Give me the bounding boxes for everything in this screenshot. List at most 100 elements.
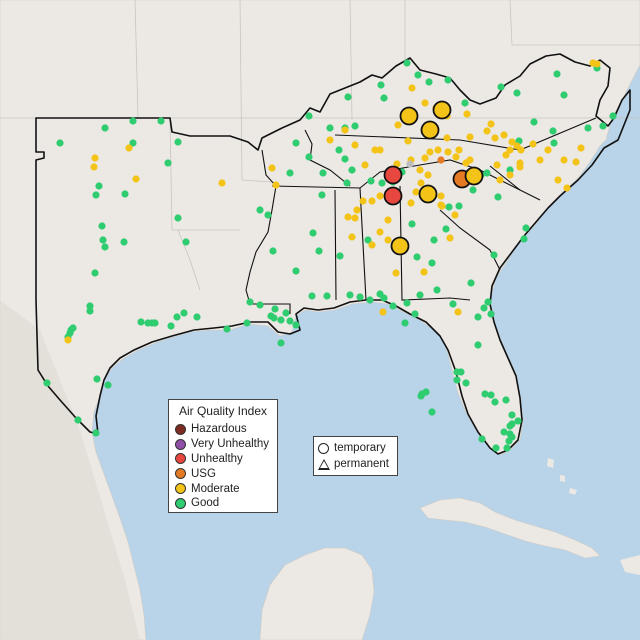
monitor-good[interactable] — [93, 375, 101, 383]
monitor-moderate[interactable] — [392, 269, 400, 277]
monitor-good[interactable] — [478, 435, 486, 443]
monitor-good[interactable] — [308, 292, 316, 300]
monitor-good[interactable] — [92, 429, 100, 437]
monitor-moderate[interactable] — [466, 133, 474, 141]
monitor-moderate[interactable] — [407, 199, 415, 207]
monitor-moderate[interactable] — [426, 148, 434, 156]
monitor-good[interactable] — [474, 341, 482, 349]
monitor-moderate[interactable] — [384, 236, 392, 244]
monitor-moderate[interactable] — [384, 216, 392, 224]
monitor-good[interactable] — [98, 222, 106, 230]
monitor-good[interactable] — [403, 59, 411, 67]
monitor-good[interactable] — [389, 302, 397, 310]
monitor-good[interactable] — [193, 313, 201, 321]
monitor-moderate[interactable] — [506, 171, 514, 179]
monitor-moderate[interactable] — [560, 156, 568, 164]
monitor-good[interactable] — [508, 411, 516, 419]
monitor-moderate[interactable] — [502, 151, 510, 159]
monitor-good[interactable] — [346, 291, 354, 299]
monitor-good[interactable] — [584, 124, 592, 132]
monitor-good[interactable] — [305, 112, 313, 120]
monitor-good[interactable] — [599, 122, 607, 130]
monitor-good[interactable] — [137, 318, 145, 326]
monitor-good[interactable] — [182, 238, 190, 246]
monitor-moderate[interactable] — [491, 134, 499, 142]
monitor-good[interactable] — [91, 269, 99, 277]
monitor-moderate[interactable] — [368, 241, 376, 249]
monitor-good[interactable] — [549, 127, 557, 135]
monitor-moderate[interactable] — [483, 127, 491, 135]
monitor-good[interactable] — [351, 122, 359, 130]
monitor-good[interactable] — [86, 302, 94, 310]
monitor-good[interactable] — [520, 235, 528, 243]
monitor-moderate[interactable] — [394, 121, 402, 129]
monitor-good[interactable] — [502, 396, 510, 404]
monitor-good[interactable] — [416, 291, 424, 299]
monitor-good[interactable] — [264, 211, 272, 219]
monitor-good[interactable] — [364, 236, 372, 244]
monitor-good[interactable] — [522, 224, 530, 232]
monitor-moderate[interactable] — [443, 134, 451, 142]
monitor-good[interactable] — [513, 89, 521, 97]
monitor-moderate[interactable] — [132, 175, 140, 183]
monitor-good[interactable] — [101, 124, 109, 132]
monitor-good[interactable] — [292, 267, 300, 275]
monitor-moderate[interactable] — [463, 110, 471, 118]
monitor-moderate[interactable] — [64, 336, 72, 344]
monitor-good[interactable] — [422, 388, 430, 396]
monitor-moderate[interactable] — [417, 179, 425, 187]
monitor-good[interactable] — [56, 139, 64, 147]
monitor-good[interactable] — [269, 247, 277, 255]
monitor-moderate[interactable] — [125, 144, 133, 152]
monitor-moderate[interactable] — [444, 148, 452, 156]
monitor-good[interactable] — [491, 398, 499, 406]
monitor-good[interactable] — [95, 182, 103, 190]
monitor-moderate[interactable] — [529, 140, 537, 148]
monitor-good[interactable] — [480, 304, 488, 312]
monitor-moderate[interactable] — [376, 192, 384, 200]
monitor-moderate[interactable] — [452, 153, 460, 161]
monitor-good[interactable] — [503, 444, 511, 452]
monitor-good[interactable] — [344, 93, 352, 101]
monitor-good[interactable] — [455, 202, 463, 210]
monitor-good[interactable] — [277, 316, 285, 324]
monitor-good[interactable] — [403, 299, 411, 307]
monitor-moderate[interactable] — [493, 161, 501, 169]
monitor-good[interactable] — [164, 159, 172, 167]
monitor-moderate[interactable] — [351, 141, 359, 149]
monitor-good[interactable] — [449, 300, 457, 308]
monitor-good[interactable] — [157, 117, 165, 125]
monitor-moderate[interactable] — [517, 146, 525, 154]
monitor-good[interactable] — [494, 193, 502, 201]
monitor-good[interactable] — [129, 139, 137, 147]
monitor-good[interactable] — [433, 286, 441, 294]
monitor-moderate[interactable] — [506, 146, 514, 154]
monitor-temporary-moderate[interactable] — [399, 106, 419, 126]
monitor-good[interactable] — [167, 322, 175, 330]
monitor-moderate[interactable] — [218, 179, 226, 187]
monitor-good[interactable] — [401, 319, 409, 327]
monitor-good[interactable] — [341, 155, 349, 163]
monitor-good[interactable] — [121, 190, 129, 198]
monitor-good[interactable] — [335, 146, 343, 154]
monitor-good[interactable] — [101, 243, 109, 251]
monitor-good[interactable] — [348, 166, 356, 174]
monitor-good[interactable] — [483, 169, 491, 177]
monitor-good[interactable] — [492, 444, 500, 452]
monitor-good[interactable] — [151, 319, 159, 327]
monitor-moderate[interactable] — [421, 154, 429, 162]
monitor-moderate[interactable] — [348, 233, 356, 241]
monitor-moderate[interactable] — [376, 228, 384, 236]
monitor-good[interactable] — [104, 381, 112, 389]
monitor-moderate[interactable] — [446, 234, 454, 242]
monitor-moderate[interactable] — [454, 308, 462, 316]
monitor-moderate[interactable] — [341, 126, 349, 134]
monitor-good[interactable] — [481, 390, 489, 398]
monitor-moderate[interactable] — [272, 181, 280, 189]
monitor-moderate[interactable] — [451, 211, 459, 219]
monitor-moderate[interactable] — [421, 99, 429, 107]
monitor-good[interactable] — [271, 305, 279, 313]
monitor-good[interactable] — [609, 112, 617, 120]
monitor-good[interactable] — [292, 139, 300, 147]
monitor-moderate[interactable] — [572, 158, 580, 166]
